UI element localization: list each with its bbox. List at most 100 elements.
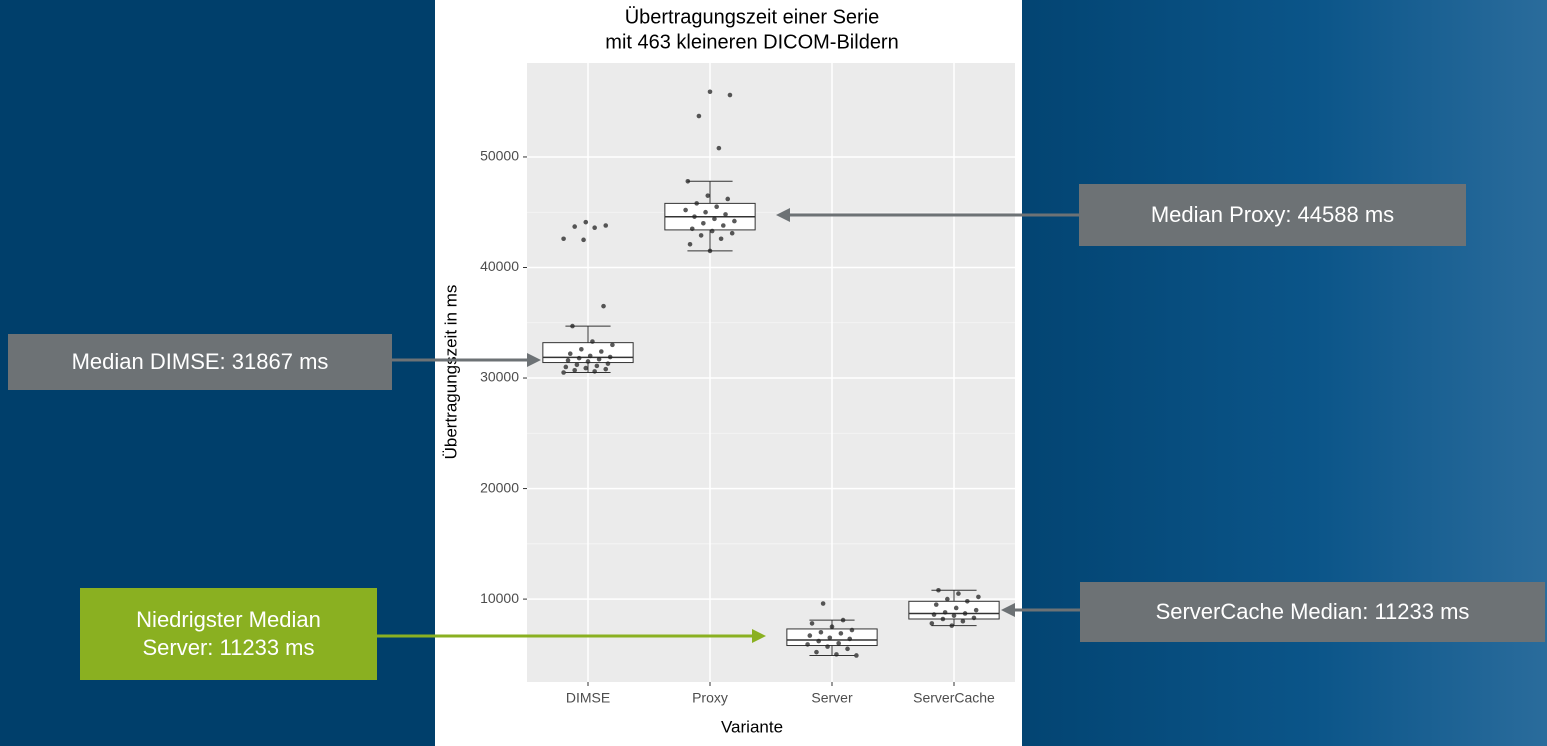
- data-point: [581, 237, 586, 243]
- data-point: [601, 303, 606, 309]
- data-point: [936, 587, 941, 593]
- data-point: [840, 617, 846, 623]
- data-point: [820, 601, 826, 606]
- y-axis-title: Übertragungszeit in ms: [441, 285, 460, 460]
- data-point: [849, 627, 855, 633]
- data-point: [599, 349, 604, 354]
- x-tick-label: Server: [811, 690, 853, 706]
- data-point: [725, 196, 731, 202]
- data-point: [940, 616, 946, 622]
- data-point: [701, 220, 706, 226]
- x-tick-label: DIMSE: [566, 690, 610, 706]
- data-point: [838, 631, 844, 636]
- data-point: [836, 641, 841, 646]
- data-point: [716, 145, 722, 151]
- data-point: [603, 366, 609, 372]
- x-tick-label: Proxy: [692, 690, 728, 706]
- y-tick-label: 30000: [480, 369, 519, 385]
- data-point: [834, 652, 839, 657]
- data-point: [949, 623, 955, 628]
- annotation-text: Median Proxy: 44588 ms: [1150, 202, 1395, 227]
- data-point: [709, 228, 715, 234]
- data-point: [814, 649, 819, 655]
- arrow-head: [776, 208, 790, 222]
- data-point: [723, 212, 728, 217]
- data-point: [809, 621, 815, 626]
- annotation-text: Niedrigster Median: [136, 607, 321, 632]
- data-point: [610, 342, 615, 348]
- annotation-box: ServerCache Median: 11233 ms: [1080, 582, 1545, 642]
- data-point: [973, 607, 979, 613]
- data-point: [698, 233, 704, 238]
- data-point: [965, 599, 970, 604]
- data-point: [953, 605, 959, 611]
- box: [908, 600, 1000, 620]
- chart-title: Übertragungszeit einer Serie: [625, 6, 880, 28]
- data-point: [818, 629, 824, 635]
- data-point: [729, 230, 735, 236]
- annotation-box: Median DIMSE: 31867 ms: [8, 334, 392, 390]
- data-point: [854, 653, 859, 658]
- y-tick-label: 20000: [480, 479, 519, 495]
- data-point: [687, 241, 693, 247]
- data-point: [727, 92, 733, 98]
- data-point: [694, 201, 699, 206]
- data-point: [605, 361, 611, 366]
- data-point: [807, 633, 813, 638]
- data-point: [825, 644, 830, 649]
- data-point: [585, 359, 591, 364]
- data-point: [945, 596, 950, 602]
- data-point: [714, 204, 719, 209]
- x-axis-title: Variante: [721, 717, 783, 736]
- data-point: [956, 591, 961, 596]
- data-point: [603, 223, 609, 228]
- data-point: [576, 355, 582, 361]
- annotation-text: ServerCache Median: 11233 ms: [1155, 599, 1470, 624]
- data-point: [732, 218, 737, 224]
- arrow-head: [752, 629, 766, 643]
- data-point: [583, 365, 589, 371]
- data-point: [572, 224, 577, 229]
- data-point: [579, 346, 584, 352]
- data-point: [931, 612, 937, 617]
- data-point: [592, 225, 597, 230]
- data-point: [827, 635, 833, 641]
- data-point: [933, 602, 939, 607]
- data-point: [703, 209, 708, 215]
- chart-title: mit 463 kleineren DICOM-Bildern: [605, 31, 898, 53]
- data-point: [607, 354, 613, 360]
- data-point: [960, 618, 966, 624]
- data-point: [705, 193, 711, 198]
- data-point: [696, 113, 702, 119]
- data-point: [587, 353, 593, 359]
- data-point: [971, 615, 977, 621]
- arrow-head: [527, 353, 541, 367]
- data-point: [689, 226, 695, 232]
- y-tick-label: 10000: [480, 590, 519, 606]
- data-point: [590, 339, 595, 344]
- data-point: [570, 323, 575, 329]
- data-point: [816, 638, 821, 644]
- data-point: [707, 89, 713, 95]
- data-point: [561, 236, 566, 242]
- data-point: [707, 248, 713, 254]
- data-point: [942, 610, 948, 615]
- annotation-box: Median Proxy: 44588 ms: [1079, 184, 1466, 246]
- data-point: [565, 358, 571, 363]
- y-tick-label: 50000: [480, 148, 519, 164]
- y-tick-label: 40000: [480, 258, 519, 274]
- data-point: [685, 178, 691, 184]
- data-point: [847, 636, 853, 642]
- data-point: [929, 621, 935, 626]
- data-point: [567, 351, 573, 357]
- data-point: [718, 236, 724, 242]
- data-point: [583, 219, 589, 225]
- annotation-text: Server: 11233 ms: [142, 635, 315, 660]
- data-point: [721, 223, 726, 228]
- data-point: [712, 216, 717, 222]
- data-point: [683, 207, 688, 213]
- data-point: [951, 613, 957, 618]
- data-point: [563, 364, 569, 370]
